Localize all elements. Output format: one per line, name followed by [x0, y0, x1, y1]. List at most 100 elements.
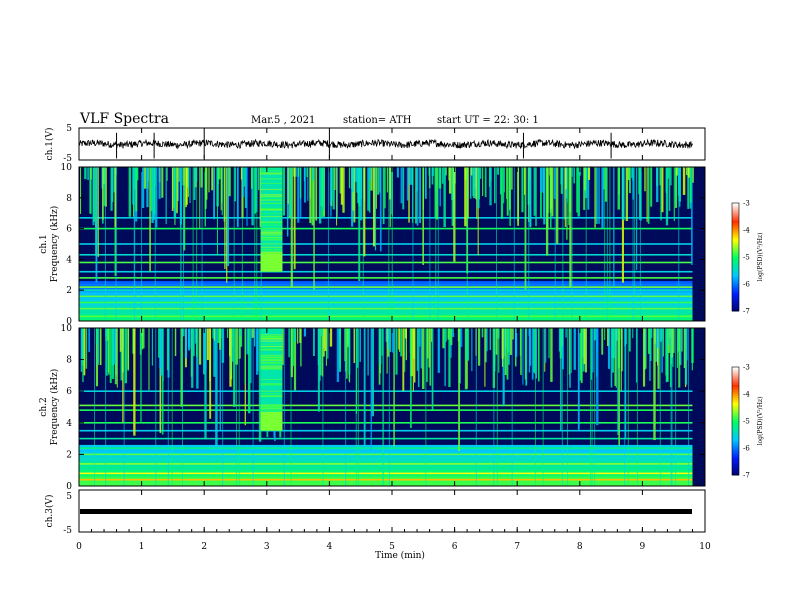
- burst-texture: [260, 356, 283, 358]
- sferic-line: [606, 167, 608, 321]
- sferic-streak: [544, 328, 547, 363]
- ch1-waveform-trace: [78, 138, 693, 150]
- noise-band: [79, 450, 693, 452]
- colorbar-cell: [732, 291, 739, 294]
- sferic-line: [355, 328, 357, 486]
- sferic-streak: [140, 328, 142, 423]
- burst-texture: [260, 354, 283, 356]
- sferic-streak: [431, 167, 434, 176]
- noise-band: [79, 317, 693, 320]
- colorbar-cell: [732, 210, 739, 213]
- sferic-streak: [402, 167, 405, 210]
- sferic-streak: [642, 328, 646, 387]
- sferic-streak: [533, 328, 536, 373]
- sferic-streak: [148, 328, 150, 391]
- sferic-streak: [431, 328, 434, 410]
- burst-texture: [260, 230, 283, 232]
- sferic-streak: [627, 167, 631, 181]
- time-tick-label: 2: [201, 542, 207, 552]
- sferic-streak: [584, 167, 587, 191]
- sferic-streak: [548, 328, 550, 359]
- freq-tick-label: 10: [61, 163, 73, 173]
- sferic-streak: [185, 167, 188, 205]
- colorbar-cell: [732, 424, 739, 427]
- burst-texture: [260, 335, 283, 338]
- sferic-streak: [647, 328, 651, 354]
- sferic-line: [134, 167, 136, 321]
- sferic-streak: [561, 328, 564, 370]
- burst-texture: [260, 348, 283, 351]
- sferic-streak: [346, 328, 348, 379]
- sferic-line: [571, 167, 573, 321]
- sferic-streak: [367, 328, 369, 376]
- sferic-streak: [292, 328, 294, 367]
- sferic-streak: [368, 167, 371, 180]
- burst-texture: [260, 182, 283, 184]
- freq-tick-label: 6: [66, 225, 72, 235]
- sferic-streak: [653, 328, 656, 441]
- sferic-streak: [311, 167, 315, 226]
- sferic-streak: [143, 167, 147, 189]
- noise-band: [79, 280, 693, 283]
- sferic-streak: [577, 167, 580, 217]
- sferic-streak: [465, 328, 467, 360]
- sferic-streak: [429, 328, 432, 386]
- sferic-streak: [119, 328, 122, 352]
- sferic-line: [357, 328, 359, 486]
- sferic-streak: [657, 328, 659, 348]
- burst-texture: [260, 357, 283, 359]
- colorbar-cell: [732, 208, 739, 211]
- burst-texture: [260, 367, 283, 369]
- narrowband-line: [79, 289, 693, 291]
- colorbar-cell: [732, 237, 739, 240]
- sferic-line: [201, 167, 203, 321]
- sferic-streak: [546, 167, 549, 229]
- sferic-streak: [490, 167, 492, 181]
- sferic-streak: [358, 167, 361, 282]
- sferic-streak: [128, 167, 132, 217]
- sferic-streak: [478, 328, 481, 366]
- sferic-streak: [529, 328, 532, 366]
- sferic-streak: [410, 328, 412, 428]
- noise-band: [79, 479, 693, 482]
- sferic-streak: [472, 167, 475, 199]
- sferic-streak: [323, 167, 325, 211]
- sferic-streak: [601, 328, 604, 355]
- ch1-ytick-top: 5: [66, 124, 72, 134]
- ch1-spectrogram-image: [79, 167, 705, 322]
- colorbar-cell: [732, 394, 739, 397]
- colorbar-cell: [732, 289, 739, 292]
- sferic-streak: [243, 167, 246, 187]
- colorbar-cell: [732, 293, 739, 296]
- sferic-streak: [395, 328, 398, 375]
- sferic-streak: [348, 328, 350, 382]
- sferic-streak: [573, 328, 576, 370]
- colorbar-cell: [732, 239, 739, 242]
- sferic-streak: [191, 328, 194, 388]
- sferic-streak: [180, 328, 183, 407]
- colorbar-cell: [732, 258, 739, 262]
- burst-texture: [260, 393, 283, 395]
- sferic-streak: [246, 167, 248, 227]
- sferic-streak: [315, 167, 318, 221]
- colorbar-cell: [732, 466, 739, 469]
- sferic-line: [391, 167, 393, 321]
- colorbar-cell: [732, 410, 739, 413]
- sferic-streak: [80, 328, 84, 362]
- colorbar-cell: [732, 217, 739, 220]
- sferic-streak: [124, 328, 128, 384]
- sferic-streak: [475, 167, 477, 200]
- sferic-streak: [470, 167, 473, 176]
- burst-texture: [260, 405, 283, 407]
- colorbar-cell: [732, 376, 739, 379]
- burst-texture: [260, 404, 283, 406]
- noise-band: [79, 309, 693, 312]
- colorbar-tick-label: -5: [743, 418, 750, 426]
- sferic-streak: [410, 328, 413, 377]
- time-tick-label: 6: [452, 542, 458, 552]
- sferic-streak: [661, 328, 663, 373]
- sferic-streak: [590, 328, 593, 380]
- sferic-streak: [319, 167, 322, 224]
- colorbar-cell: [732, 444, 739, 447]
